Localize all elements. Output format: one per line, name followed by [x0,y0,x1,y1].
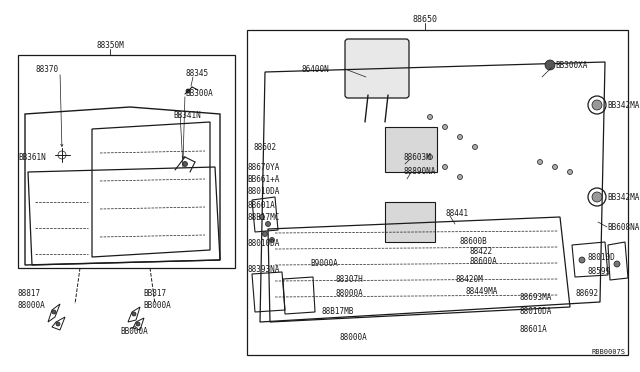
Circle shape [592,100,602,110]
Text: BB342MA: BB342MA [607,192,639,202]
Circle shape [269,237,275,243]
Text: 88693MA: 88693MA [520,292,552,301]
Text: RBB0007S: RBB0007S [591,349,625,355]
Circle shape [442,164,447,170]
Text: 88000A: 88000A [335,289,363,298]
Circle shape [262,231,268,237]
Text: 88010D: 88010D [588,253,616,262]
Text: BB342MA: BB342MA [607,100,639,109]
Text: 88422: 88422 [470,247,493,257]
Circle shape [56,322,60,326]
Bar [385,202,435,242]
Text: 88670YA: 88670YA [247,163,280,171]
Text: 88010DA: 88010DA [520,308,552,317]
Text: 88B17MC: 88B17MC [247,214,280,222]
Circle shape [458,174,463,180]
Text: 88650: 88650 [413,16,438,25]
Circle shape [259,215,264,219]
Text: BB000A: BB000A [120,327,148,337]
Circle shape [568,170,573,174]
Text: 88010DA: 88010DA [247,240,280,248]
Bar [247,30,628,355]
Circle shape [182,161,188,167]
Circle shape [442,125,447,129]
Text: BB300A: BB300A [185,90,212,99]
Text: 88393NA: 88393NA [247,266,280,275]
Text: 88600A: 88600A [470,257,498,266]
Circle shape [428,154,433,160]
Bar [385,127,437,172]
FancyBboxPatch shape [345,39,409,98]
Text: 88370: 88370 [35,64,58,74]
Text: 86400N: 86400N [302,64,330,74]
Text: BB661+A: BB661+A [247,174,280,183]
Text: 88602: 88602 [254,142,277,151]
Circle shape [428,115,433,119]
Text: 88603M: 88603M [404,153,432,161]
Text: 88350M: 88350M [96,41,124,49]
Text: BB000A: BB000A [143,301,171,310]
Circle shape [472,144,477,150]
Circle shape [186,89,190,93]
Text: 88692: 88692 [575,289,598,298]
Text: 88890NA: 88890NA [404,167,436,176]
Circle shape [538,160,543,164]
Circle shape [579,257,585,263]
Text: 88599: 88599 [588,267,611,276]
Text: BB361N: BB361N [18,153,45,161]
Circle shape [132,312,136,316]
Text: 88345: 88345 [185,70,208,78]
Text: BB608NA: BB608NA [607,222,639,231]
Text: 88600B: 88600B [460,237,488,247]
Text: 88817: 88817 [18,289,41,298]
Circle shape [592,192,602,202]
Text: B9000A: B9000A [310,260,338,269]
Text: BB817: BB817 [143,289,166,298]
Text: 88441: 88441 [445,209,468,218]
Circle shape [552,164,557,170]
Circle shape [266,221,271,227]
Text: 88000A: 88000A [340,333,368,341]
Text: 88601A: 88601A [520,326,548,334]
Circle shape [52,310,56,314]
Text: 88449MA: 88449MA [465,288,497,296]
Text: 88420M: 88420M [455,276,483,285]
Text: 88010DA: 88010DA [247,187,280,196]
Text: BB300XA: BB300XA [555,61,588,70]
Circle shape [136,322,140,326]
Bar [18,55,235,268]
Circle shape [545,60,555,70]
Text: BB341N: BB341N [173,110,201,119]
Text: 88601A: 88601A [247,201,275,209]
Circle shape [614,261,620,267]
Text: 88000A: 88000A [18,301,45,310]
Text: 88307H: 88307H [335,276,363,285]
Text: 88B17MB: 88B17MB [322,308,355,317]
Circle shape [458,135,463,140]
